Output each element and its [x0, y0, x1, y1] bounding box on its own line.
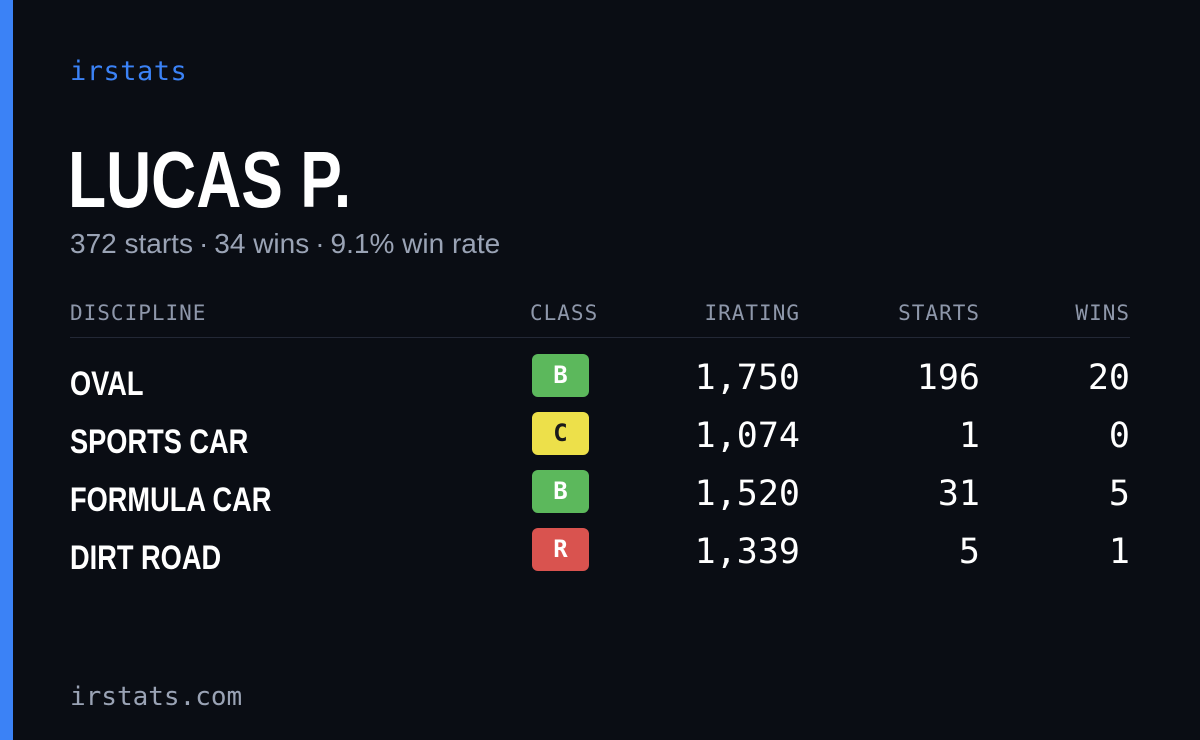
accent-bar	[0, 0, 13, 740]
wins-summary: 34 wins	[214, 228, 310, 259]
starts-value: 1	[958, 416, 980, 456]
table-row: SPORTS CAR C 1,074 1 0	[70, 408, 1130, 466]
wins-value: 20	[1087, 358, 1130, 398]
brand-logo-text: irstats	[70, 56, 188, 87]
irating-value: 1,074	[694, 416, 800, 456]
header-discipline: DISCIPLINE	[70, 301, 207, 325]
starts-summary: 372 starts	[70, 228, 193, 259]
table-row: OVAL B 1,750 196 20	[70, 350, 1130, 408]
irating-value: 1,520	[694, 474, 800, 514]
starts-value: 5	[958, 532, 980, 572]
discipline-table: OVAL B 1,750 196 20 SPORTS CAR C 1,074 1…	[70, 350, 1130, 582]
license-class-badge: R	[532, 528, 589, 571]
wins-value: 0	[1108, 416, 1130, 456]
discipline-name: DIRT ROAD	[70, 539, 222, 577]
discipline-name: OVAL	[70, 365, 144, 403]
separator: ·	[315, 228, 325, 259]
win-rate-summary: 9.1% win rate	[330, 228, 501, 259]
header-class: CLASS	[530, 301, 599, 325]
starts-value: 196	[916, 358, 980, 398]
license-class-badge: C	[532, 412, 589, 455]
footer-url: irstats.com	[70, 682, 243, 712]
discipline-name: FORMULA CAR	[70, 481, 272, 519]
header-wins: WINS	[1075, 301, 1130, 325]
driver-name: LUCAS P.	[68, 135, 352, 224]
table-row: DIRT ROAD R 1,339 5 1	[70, 524, 1130, 582]
starts-value: 31	[937, 474, 980, 514]
irating-value: 1,750	[694, 358, 800, 398]
driver-summary: 372 starts · 34 wins · 9.1% win rate	[70, 228, 500, 260]
irating-value: 1,339	[694, 532, 800, 572]
wins-value: 5	[1108, 474, 1130, 514]
license-class-badge: B	[532, 354, 589, 397]
separator: ·	[198, 228, 209, 259]
table-header: DISCIPLINE CLASS IRATING STARTS WINS	[70, 300, 1130, 338]
discipline-name: SPORTS CAR	[70, 423, 249, 461]
license-class-badge: B	[532, 470, 589, 513]
header-starts: STARTS	[898, 301, 980, 325]
table-row: FORMULA CAR B 1,520 31 5	[70, 466, 1130, 524]
wins-value: 1	[1108, 532, 1130, 572]
header-irating: IRATING	[704, 301, 800, 325]
